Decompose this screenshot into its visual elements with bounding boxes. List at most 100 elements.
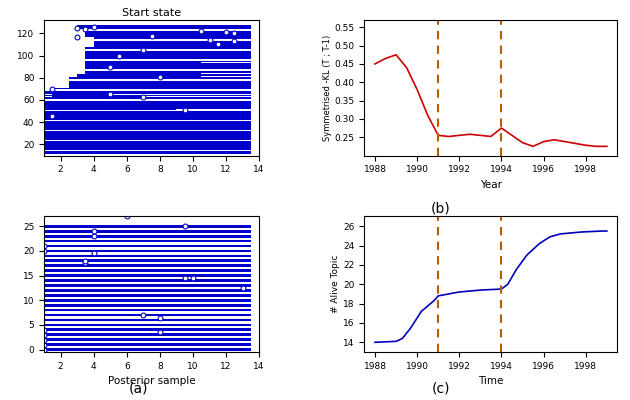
Title: Start state: Start state	[122, 8, 181, 18]
Bar	[44, 126, 251, 127]
X-axis label: Posterior sample: Posterior sample	[108, 376, 195, 386]
Bar	[44, 106, 251, 107]
Bar	[44, 122, 251, 123]
Bar	[44, 319, 251, 321]
Bar	[44, 240, 251, 242]
Bar	[44, 91, 251, 92]
Bar	[44, 121, 251, 122]
Bar	[44, 348, 251, 351]
Bar	[44, 148, 251, 149]
Bar	[86, 52, 251, 53]
Bar	[44, 274, 251, 277]
Bar	[86, 62, 201, 63]
Bar	[69, 81, 251, 82]
Bar	[77, 74, 251, 75]
Bar	[94, 41, 251, 42]
Bar	[69, 82, 251, 83]
Bar	[44, 260, 251, 262]
Bar	[86, 73, 201, 74]
Bar	[44, 250, 251, 252]
Bar	[94, 38, 251, 39]
Bar	[77, 27, 251, 28]
Bar	[86, 33, 251, 34]
Bar	[44, 103, 251, 104]
Bar	[86, 47, 251, 48]
Bar	[69, 86, 251, 87]
Bar	[86, 34, 251, 35]
Bar	[69, 85, 251, 86]
Bar	[44, 108, 251, 109]
Bar	[77, 26, 251, 27]
Bar	[44, 112, 251, 113]
Bar	[44, 124, 251, 125]
Bar	[44, 279, 251, 282]
Bar	[44, 118, 251, 119]
Bar	[44, 304, 251, 306]
Bar	[44, 245, 251, 248]
Bar	[86, 66, 251, 67]
Bar	[44, 254, 251, 257]
Bar	[44, 127, 251, 128]
Bar	[86, 67, 251, 68]
Bar	[44, 92, 251, 93]
Bar	[44, 309, 251, 312]
Y-axis label: # Alive Topic: # Alive Topic	[331, 255, 340, 314]
Bar	[44, 101, 251, 102]
Bar	[86, 65, 251, 66]
Bar	[86, 55, 251, 56]
Text: (b): (b)	[431, 201, 451, 215]
Bar	[44, 114, 251, 115]
Bar	[44, 140, 251, 142]
Bar	[52, 88, 251, 89]
Bar	[44, 133, 251, 134]
Bar	[86, 54, 251, 55]
Bar	[44, 132, 251, 133]
Bar	[44, 136, 251, 137]
Bar	[86, 72, 251, 73]
Bar	[86, 35, 251, 36]
X-axis label: Year: Year	[480, 180, 502, 190]
Bar	[86, 58, 251, 59]
Bar	[44, 125, 251, 126]
Y-axis label: Symmetrised -KL (T ; T-1): Symmetrised -KL (T ; T-1)	[323, 35, 332, 141]
Bar	[44, 150, 251, 152]
Bar	[44, 131, 251, 132]
Bar	[94, 46, 251, 47]
Bar	[44, 97, 251, 98]
Bar	[86, 56, 251, 57]
Bar	[44, 95, 251, 96]
Bar	[77, 75, 251, 76]
Bar	[44, 147, 251, 148]
Bar	[52, 96, 144, 97]
Text: (c): (c)	[432, 381, 450, 395]
Bar	[44, 324, 251, 326]
Bar	[44, 299, 251, 302]
Bar	[86, 48, 251, 49]
Bar	[94, 44, 251, 45]
Bar	[94, 37, 251, 38]
Bar	[44, 289, 251, 292]
Bar	[44, 142, 251, 143]
Bar	[94, 42, 251, 43]
Bar	[44, 333, 251, 336]
Bar	[44, 138, 251, 139]
Bar	[94, 43, 251, 44]
Bar	[86, 71, 251, 72]
Bar	[44, 128, 251, 129]
Bar	[44, 105, 251, 106]
Bar	[86, 31, 251, 32]
Bar	[44, 145, 251, 146]
Bar	[44, 93, 251, 94]
Bar	[44, 225, 251, 228]
Bar	[44, 144, 251, 145]
Bar	[44, 111, 251, 112]
Bar	[69, 77, 251, 78]
Bar	[44, 98, 251, 99]
Text: (a): (a)	[129, 381, 148, 395]
Bar	[44, 116, 251, 117]
Bar	[86, 32, 251, 33]
Bar	[44, 134, 251, 135]
Bar	[44, 235, 251, 238]
Bar	[86, 61, 251, 62]
Bar	[44, 102, 251, 103]
